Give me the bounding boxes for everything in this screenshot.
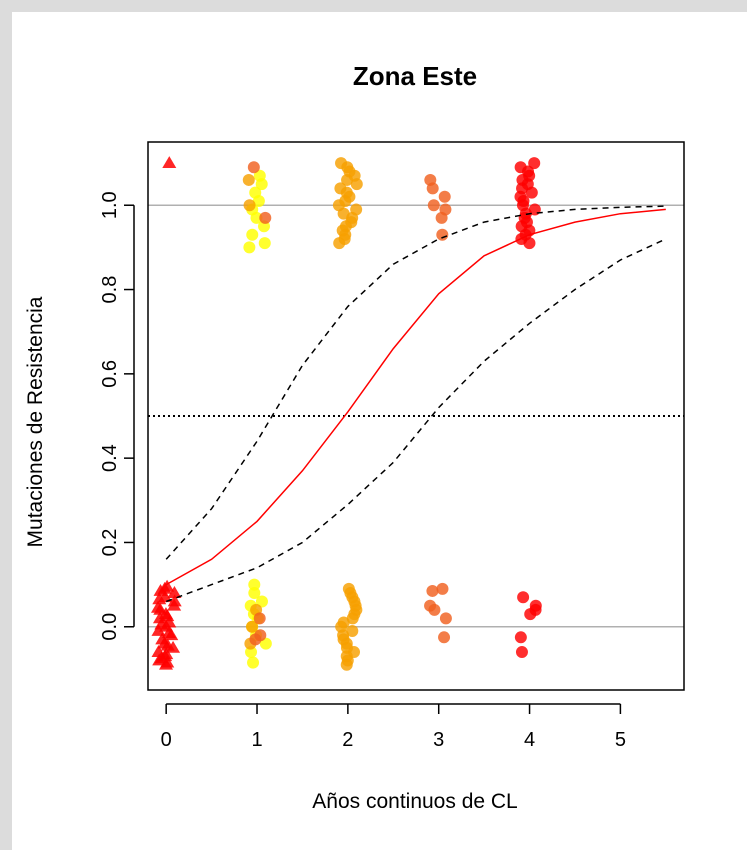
data-point [243,241,256,254]
data-point-triangle [155,632,170,645]
data-point [335,157,348,170]
data-point [253,612,266,625]
data-point [342,582,355,595]
data-point [514,161,527,174]
data-point [254,629,267,642]
data-points [150,156,542,671]
data-point [438,631,451,644]
data-point-triangle [151,623,166,636]
y-axis-label: Mutaciones de Resistencia [24,296,47,547]
data-point [247,656,260,669]
data-point [424,599,437,612]
x-tick-label: 1 [251,729,262,751]
scatter-plot: Zona Este Mutaciones de Resistencia Años… [24,61,685,813]
x-tick-label: 4 [524,729,535,751]
data-point [249,186,262,199]
data-point [334,182,347,195]
plot-box [147,141,685,691]
y-tick-label: 0.0 [99,613,121,641]
x-tick-label: 3 [433,729,444,751]
data-point [247,161,260,174]
data-point [245,620,258,633]
chart-title: Zona Este [353,61,477,91]
x-axis-label: Años continuos de CL [312,790,517,813]
y-tick-label: 1.0 [99,191,121,219]
data-point-triangle [160,579,175,592]
data-point [258,237,271,250]
data-point [517,591,530,604]
data-point-triangle [150,600,165,613]
data-point [253,169,266,182]
data-point-triangle [162,615,177,628]
data-point-triangle [167,594,182,607]
x-tick-label: 5 [615,729,626,751]
x-tick-label: 2 [342,729,353,751]
data-point-triangle [167,586,182,598]
data-point [514,631,527,644]
data-point [436,582,449,595]
data-point [350,203,363,216]
data-point [248,578,261,591]
x-tick-label: 0 [161,729,172,751]
data-point [246,228,259,241]
y-tick-label: 0.4 [99,444,121,472]
chart-frame: Zona Este Mutaciones de Resistencia Años… [12,12,747,850]
data-point [438,190,451,203]
fit-curves [165,205,667,603]
data-point [439,612,452,625]
data-point [439,203,452,216]
y-tick-label: 0.6 [99,360,121,388]
data-point [259,211,272,224]
data-point [243,199,256,212]
data-point [529,599,542,612]
data-point-triangle [151,645,166,657]
data-point [337,616,350,629]
data-point-triangle [162,626,177,638]
data-point [436,228,449,241]
data-point-triangle [158,590,173,603]
y-tick-label: 0.2 [99,529,121,557]
fit-curve [165,208,666,586]
ci-lower-curve [165,238,667,603]
data-point [515,646,528,659]
data-point [424,173,437,186]
data-point [248,587,261,600]
data-point [346,624,359,637]
reference-lines [148,204,684,628]
axes: 0 1 2 3 4 5 0.0 0.2 0.4 0.6 0.8 1.0 [99,191,626,751]
data-point [427,199,440,212]
data-point [242,173,255,186]
data-point [426,584,439,597]
ci-upper-curve [165,205,666,560]
data-point [528,157,541,170]
data-point-triangle [162,156,177,168]
y-tick-label: 0.8 [99,276,121,304]
data-point [255,595,268,608]
